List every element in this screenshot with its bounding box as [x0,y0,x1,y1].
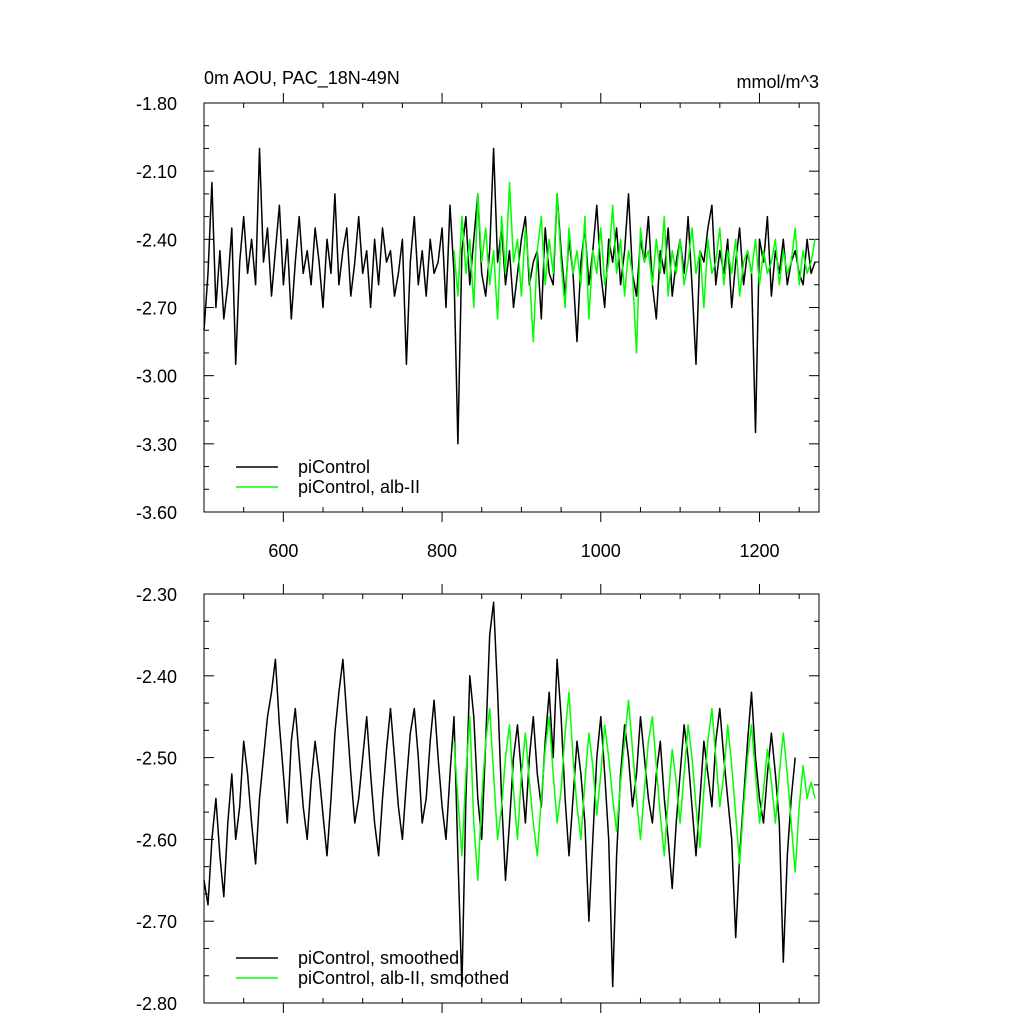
x-tick-label: 1000 [581,541,621,561]
legend-label: piControl, alb-II, smoothed [298,968,509,988]
y-tick-label: -2.40 [136,230,177,250]
y-tick-label: -2.70 [136,912,177,932]
series-line-0 [203,147,816,445]
y-tick-label: -2.50 [136,749,177,769]
y-tick-label: -2.70 [136,299,177,319]
bottom-panel: -2.80 -2.70 -2.60 -2.50 -2.40 -2.30 piControl,… [136,584,820,1014]
x-tick-label: 1200 [739,541,779,561]
y-tick-label: -2.30 [136,585,177,605]
x-tick-label: 600 [268,541,298,561]
legend-label: piControl, smoothed [298,948,459,968]
plot-frame [203,593,820,1004]
y-tick-label: -2.60 [136,830,177,850]
top-panel: 600 800 1000 1200 -3.60 -3.30 -3.00 -2.70 -2.40 -… [136,93,820,561]
legend-label: piControl, alb-II [298,477,420,497]
legend-label: piControl [298,457,370,477]
y-tick-label: -3.00 [136,367,177,387]
series-line-1 [453,181,816,354]
x-tick-label: 800 [427,541,457,561]
y-tick-label: -2.80 [136,994,177,1014]
series-line-1 [453,691,816,882]
y-tick-label: -3.60 [136,503,177,523]
series-line-0 [203,601,796,988]
chart-units: mmol/m^3 [737,72,819,92]
y-tick-label: -2.10 [136,162,177,182]
chart-title: 0m AOU, PAC_18N-49N [204,68,400,89]
plot-frame [203,102,820,513]
y-tick-label: -1.80 [136,94,177,114]
y-tick-label: -2.40 [136,667,177,687]
y-tick-label: -3.30 [136,435,177,455]
